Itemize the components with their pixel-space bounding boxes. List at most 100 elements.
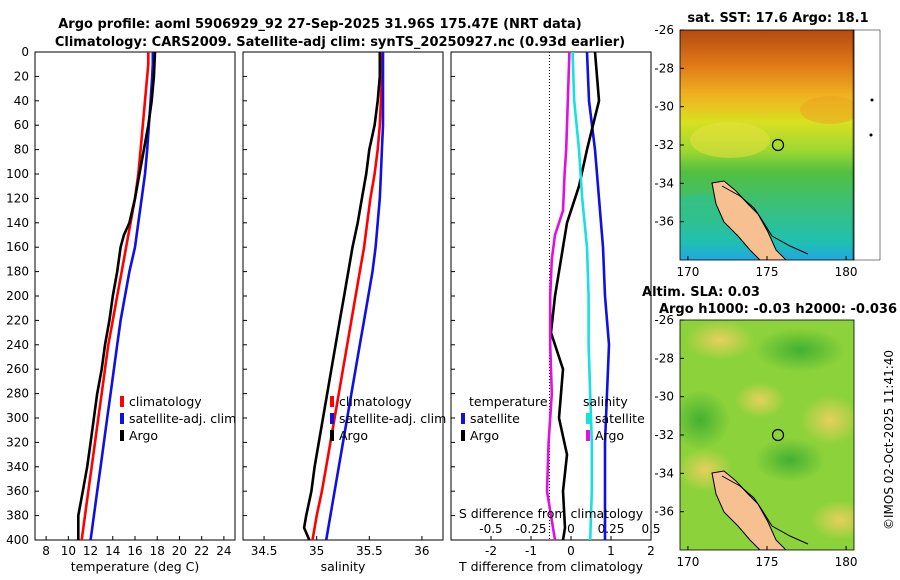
- difference-x-axis: -2 -1 0 1 2: [485, 536, 655, 558]
- series-line-t-argo: [549, 51, 601, 541]
- salinity-legend: climatology satellite-adj. clim Argo: [330, 394, 446, 443]
- legend-label-s-satellite: satellite: [595, 411, 645, 426]
- sst-map-axes: -26 -28 -30 -32 -34 -36 170 175 180: [654, 23, 857, 279]
- x-tick-label: 12: [83, 544, 98, 558]
- map-y-tick-label: -28: [654, 61, 674, 75]
- map-y-tick-label: -32: [654, 138, 674, 152]
- x-tick-label: -1: [525, 544, 537, 558]
- legend-label-s-argo: Argo: [595, 428, 624, 443]
- map-y-tick-label: -34: [654, 466, 674, 480]
- temperature-x-axis: 8 10 12 14 16 18 20 22 24: [42, 536, 232, 558]
- difference-legend: temperature satellite Argo salinity sate…: [461, 394, 645, 443]
- x-tick-label: 2: [647, 544, 655, 558]
- salinity-x-axis: 34.5 35 35.5 36: [251, 536, 430, 558]
- sla-map: [680, 320, 854, 550]
- temperature-xlabel: temperature (deg C): [71, 559, 200, 574]
- depth-tick-label: 300: [6, 411, 29, 425]
- depth-tick-label: 180: [6, 265, 29, 279]
- x-tick-label: 0.25: [598, 522, 625, 536]
- series-line-satellite-adj-clim: [324, 52, 385, 541]
- map-y-tick-label: -28: [654, 351, 674, 365]
- legend-swatch-argo: [120, 430, 124, 441]
- x-tick-label: 10: [61, 544, 76, 558]
- legend-title-temperature: temperature: [469, 394, 548, 409]
- x-tick-label: 0: [567, 544, 575, 558]
- map-y-tick-label: -26: [654, 313, 674, 327]
- sst-map-side-frame: [852, 29, 881, 261]
- x-tick-label: 1: [607, 544, 615, 558]
- x-tick-label: -0.5: [479, 522, 502, 536]
- map-x-tick-label: 180: [835, 265, 858, 279]
- difference-xlabel: T difference from climatology: [458, 559, 644, 574]
- depth-tick-label: 360: [6, 484, 29, 498]
- sst-map: [680, 30, 854, 260]
- title-line-1: Argo profile: aoml 5906929_92 27-Sep-202…: [58, 17, 582, 32]
- x-tick-label: 8: [42, 544, 50, 558]
- title-line-2: Climatology: CARS2009. Satellite-adj cli…: [55, 35, 625, 50]
- legend-swatch-satellite: [330, 413, 334, 424]
- map-y-tick-label: -30: [654, 100, 674, 114]
- legend-swatch-s-satellite: [586, 413, 590, 424]
- sla-map-title: Altim. SLA: 0.03: [642, 285, 760, 300]
- legend-swatch-climatology: [120, 396, 124, 407]
- series-line-s-argo: [545, 51, 571, 541]
- x-tick-label: 20: [172, 544, 187, 558]
- map-x-tick-label: 170: [676, 555, 699, 569]
- depth-tick-label: 120: [6, 191, 29, 205]
- legend-label-climatology: climatology: [129, 394, 202, 409]
- x-tick-label: 0: [567, 522, 575, 536]
- x-tick-label: 0.5: [641, 522, 660, 536]
- map-y-tick-label: -26: [654, 23, 674, 37]
- map-y-tick-label: -30: [654, 390, 674, 404]
- argo-position-marker: [771, 138, 785, 152]
- series-line-s-satellite: [571, 51, 594, 541]
- legend-label-argo: Argo: [339, 428, 368, 443]
- map-y-tick-label: -36: [654, 215, 674, 229]
- map-y-tick-label: -34: [654, 176, 674, 190]
- map-y-tick-label: -32: [654, 428, 674, 442]
- map-x-tick-label: 170: [676, 265, 699, 279]
- depth-tick-label: 20: [14, 69, 29, 83]
- x-tick-label: -0.25: [515, 522, 546, 536]
- sla-map-axes: -26 -28 -30 -32 -34 -36 170 175 180: [654, 313, 857, 569]
- sst-map-title: sat. SST: 17.6 Argo: 18.1: [687, 11, 868, 26]
- map-x-tick-label: 175: [756, 555, 779, 569]
- depth-tick-label: 80: [14, 143, 29, 157]
- salinity-xlabel: salinity: [321, 559, 366, 574]
- credit-text: ©IMOS 02-Oct-2025 11:41:40: [882, 350, 896, 530]
- series-line-climatology: [80, 52, 150, 541]
- series-line-climatology: [311, 52, 384, 541]
- legend-swatch-t-argo: [461, 430, 465, 441]
- temperature-lines: [77, 51, 157, 541]
- depth-tick-label: 240: [6, 338, 29, 352]
- x-tick-label: 14: [105, 544, 120, 558]
- depth-tick-label: 60: [14, 118, 29, 132]
- legend-label-climatology: climatology: [339, 394, 412, 409]
- legend-swatch-t-satellite: [461, 413, 465, 424]
- depth-tick-label: 340: [6, 460, 29, 474]
- x-tick-label: 18: [150, 544, 165, 558]
- legend-label-argo: Argo: [129, 428, 158, 443]
- legend-label-satellite: satellite-adj. clim: [339, 411, 446, 426]
- depth-tick-label: 200: [6, 289, 29, 303]
- depth-tick-label: 280: [6, 387, 29, 401]
- argo-position-marker: [771, 428, 785, 442]
- x-tick-label: -2: [485, 544, 497, 558]
- map-x-tick-label: 175: [756, 265, 779, 279]
- series-line-argo: [77, 51, 157, 540]
- depth-tick-label: 260: [6, 362, 29, 376]
- difference-top-axis: -0.5 -0.25 0 0.25 0.5: [479, 522, 660, 536]
- x-tick-label: 36: [414, 544, 429, 558]
- depth-tick-label: 400: [6, 533, 29, 547]
- temperature-panel: [34, 51, 236, 541]
- depth-tick-label: 100: [6, 167, 29, 181]
- legend-swatch-climatology: [330, 396, 334, 407]
- legend-swatch-s-argo: [586, 430, 590, 441]
- depth-tick-label: 40: [14, 94, 29, 108]
- legend-label-satellite: satellite-adj. clim: [129, 411, 236, 426]
- x-tick-label: 16: [127, 544, 142, 558]
- depth-tick-label: 140: [6, 216, 29, 230]
- difference-lines: [545, 51, 611, 541]
- legend-swatch-argo: [330, 430, 334, 441]
